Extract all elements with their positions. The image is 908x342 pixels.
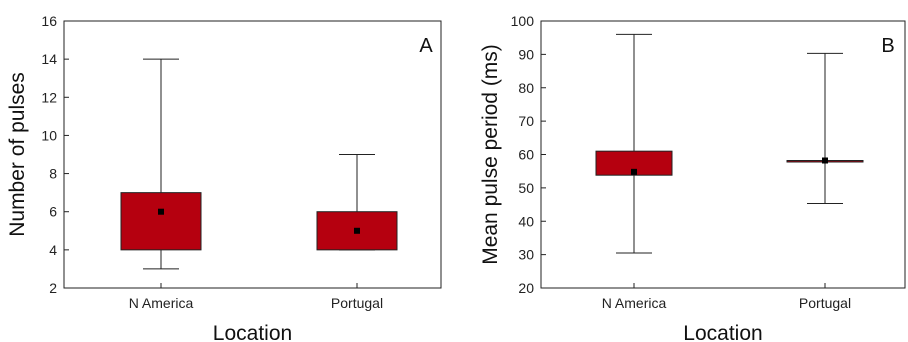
x-tick-label: Portugal	[331, 295, 383, 311]
y-tick-label: 40	[518, 213, 534, 229]
y-tick-label: 12	[41, 89, 57, 105]
y-tick-label: 90	[518, 46, 534, 62]
y-tick-label: 70	[518, 113, 534, 129]
y-tick-label: 50	[518, 180, 534, 196]
y-axis-title: Number of pulses	[6, 72, 29, 237]
mean-marker	[822, 157, 828, 164]
y-tick-label: 8	[49, 166, 57, 182]
y-tick-label: 16	[41, 13, 57, 29]
x-tick-label: N America	[602, 295, 667, 311]
y-tick-label: 6	[49, 204, 57, 220]
y-tick-label: 2	[49, 280, 57, 296]
plot-frame	[63, 20, 442, 289]
y-tick-label: 14	[41, 51, 57, 67]
y-tick-label: 100	[511, 13, 535, 29]
panel-label: A	[419, 35, 433, 57]
panel-label: B	[881, 35, 894, 57]
iqr-box	[120, 192, 202, 251]
mean-marker	[354, 227, 360, 234]
y-tick-label: 30	[518, 247, 534, 263]
y-tick-label: 10	[41, 127, 57, 143]
x-tick-label: N America	[129, 295, 194, 311]
x-axis-title: Location	[213, 322, 292, 342]
y-tick-label: 20	[518, 280, 534, 296]
y-tick-label: 60	[518, 147, 534, 163]
mean-marker	[631, 168, 637, 175]
y-axis-title: Mean pulse period (ms)	[479, 44, 502, 265]
mean-marker	[158, 208, 164, 215]
y-tick-label: 80	[518, 80, 534, 96]
x-axis-title: Location	[683, 322, 762, 342]
x-tick-label: Portugal	[799, 295, 851, 311]
y-tick-label: 4	[49, 242, 57, 258]
